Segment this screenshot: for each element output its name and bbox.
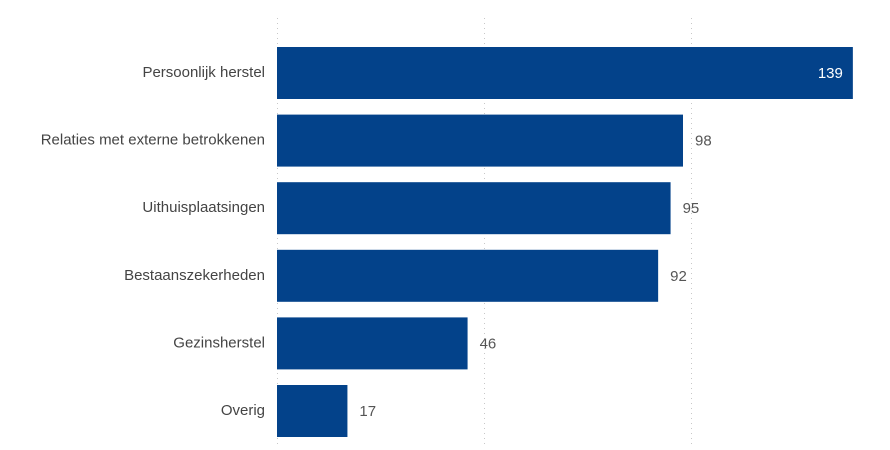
category-label-2: Uithuisplaatsingen <box>142 199 265 216</box>
bar-5[interactable] <box>277 385 348 437</box>
category-label-4: Gezinsherstel <box>173 334 265 351</box>
value-label-0: 139 <box>818 65 843 82</box>
bar-0[interactable] <box>277 47 853 99</box>
bar-4[interactable] <box>277 317 468 370</box>
category-label-0: Persoonlijk herstel <box>142 64 265 81</box>
value-label-5: 17 <box>359 403 376 420</box>
bar-1[interactable] <box>277 114 683 167</box>
value-label-2: 95 <box>683 200 700 217</box>
bar-layer <box>277 47 853 437</box>
category-label-5: Overig <box>221 402 265 419</box>
value-label-4: 46 <box>480 335 497 352</box>
value-label-layer: 139 98 95 92 46 17 <box>359 65 842 420</box>
bar-2[interactable] <box>277 182 671 235</box>
value-label-3: 92 <box>670 268 687 285</box>
category-label-layer: Persoonlijk herstel Relaties met externe … <box>41 64 265 419</box>
value-label-1: 98 <box>695 133 712 150</box>
category-label-3: Bestaanszekerheden <box>124 267 265 284</box>
category-label-1: Relaties met externe betrokkenen <box>41 132 265 149</box>
bar-3[interactable] <box>277 249 659 302</box>
